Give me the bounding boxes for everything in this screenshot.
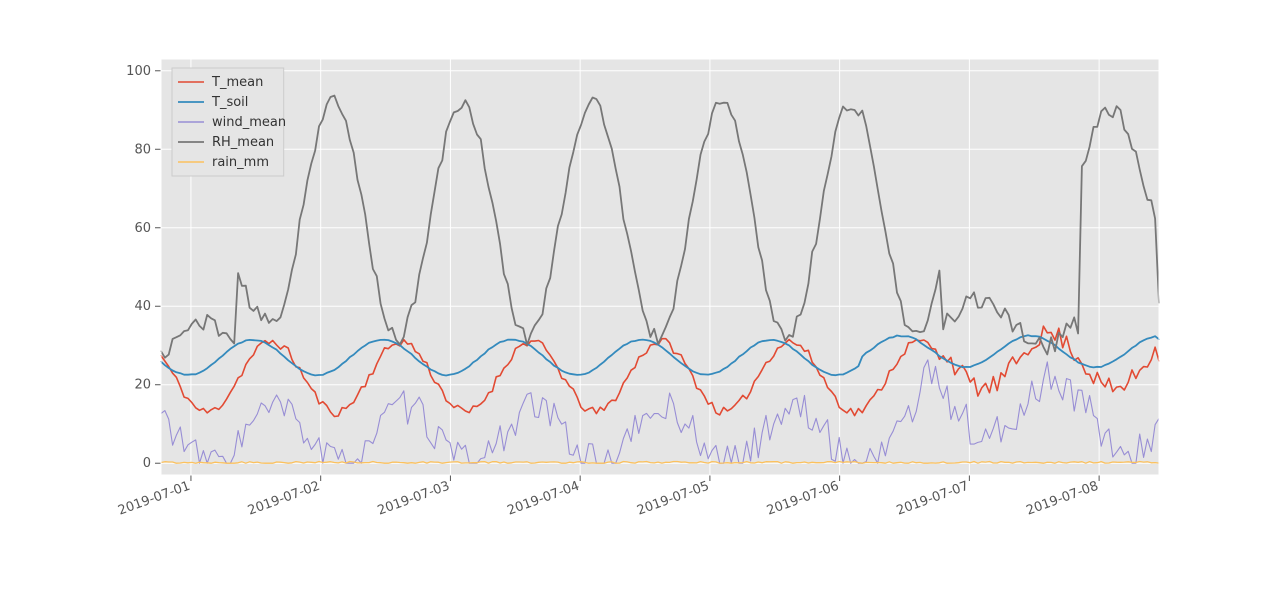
ytick-label: 80	[134, 142, 151, 157]
ytick-label: 60	[134, 221, 151, 236]
ytick-label: 40	[134, 299, 151, 314]
legend-label: RH_mean	[212, 135, 274, 150]
legend-label: wind_mean	[212, 115, 286, 130]
chart-container: 0204060801002019-07-012019-07-022019-07-…	[0, 0, 1288, 593]
timeseries-chart: 0204060801002019-07-012019-07-022019-07-…	[0, 0, 1288, 593]
ytick-label: 0	[143, 456, 151, 471]
legend-label: T_mean	[211, 75, 263, 90]
ytick-label: 100	[126, 64, 151, 79]
legend: T_mean T_soil wind_mean RH_mean rain_mm	[172, 68, 286, 176]
plot-area	[161, 59, 1159, 475]
ytick-label: 20	[134, 378, 151, 393]
legend-label: T_soil	[211, 95, 248, 110]
legend-label: rain_mm	[212, 155, 269, 170]
